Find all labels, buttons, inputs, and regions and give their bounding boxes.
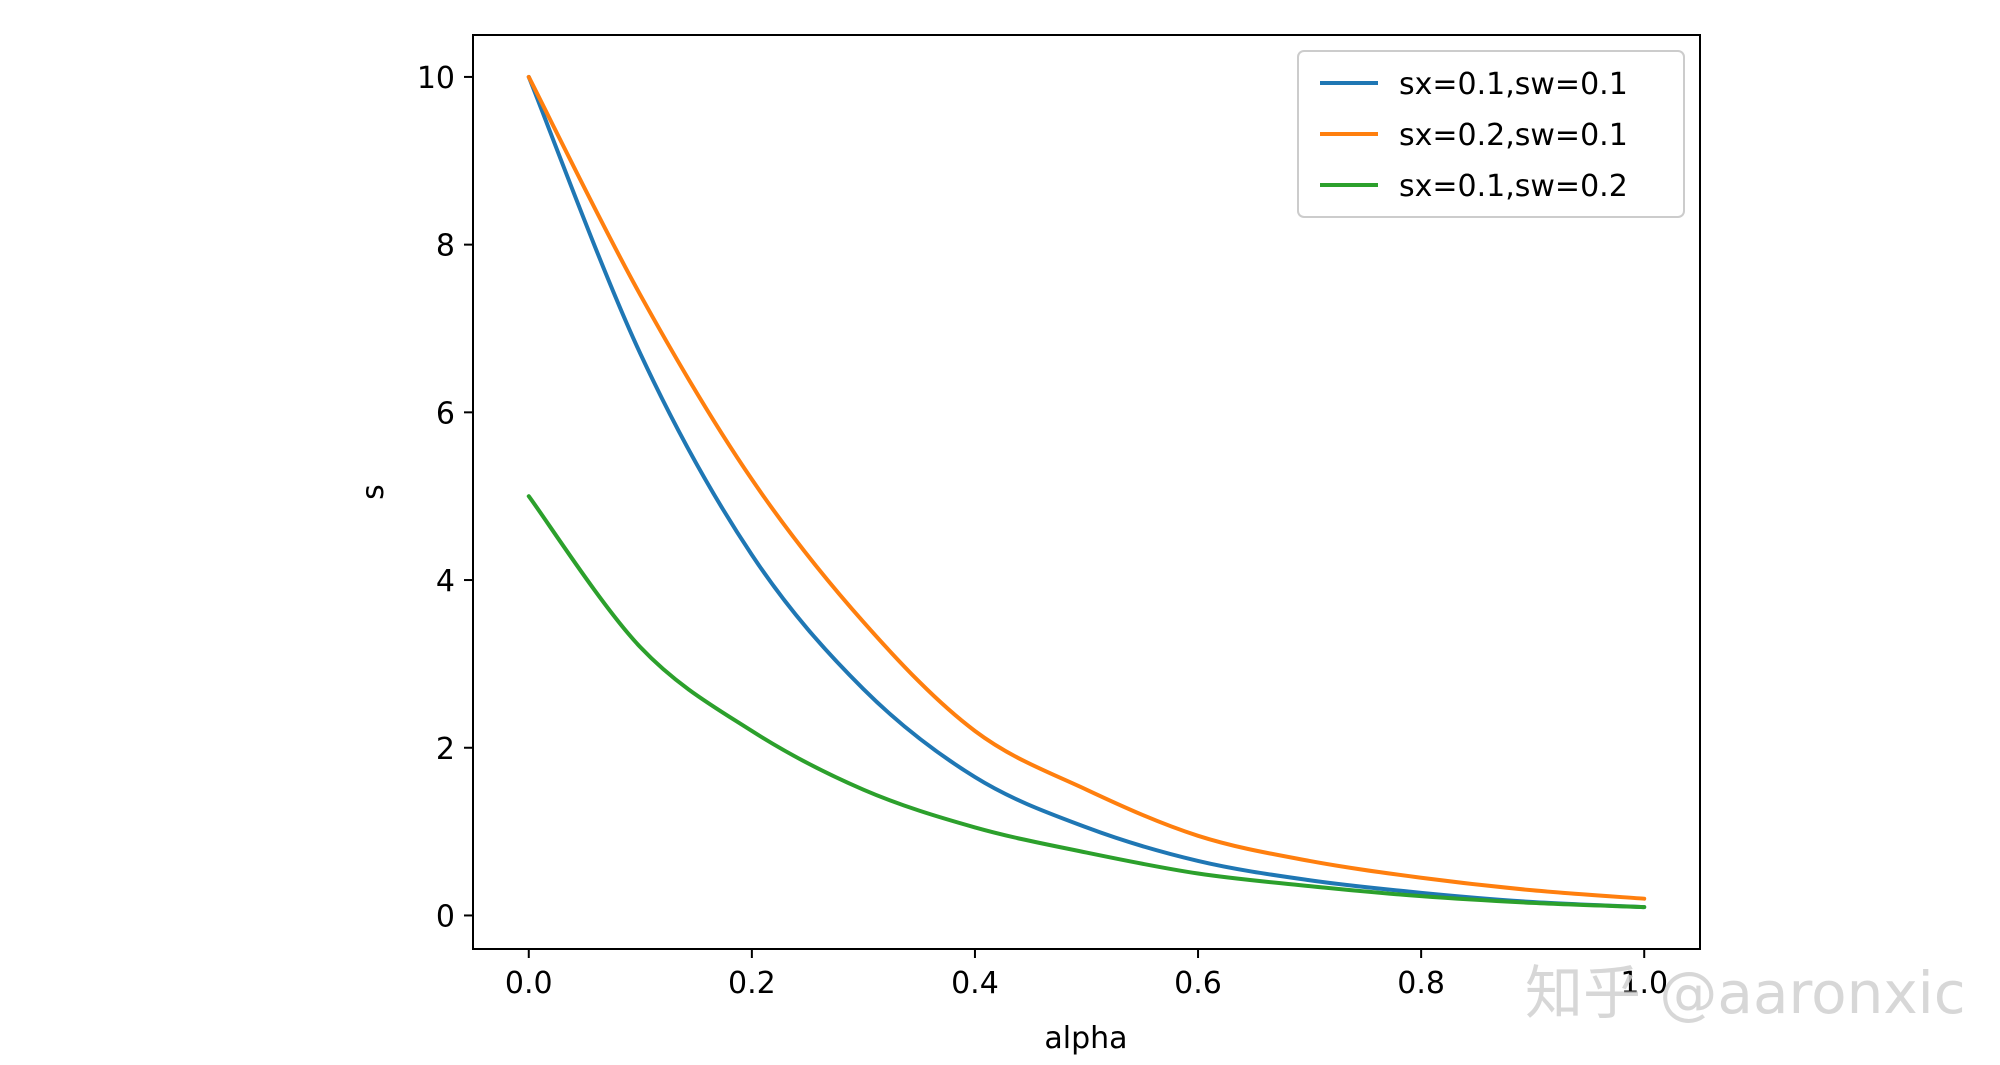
y-tick-label: 4	[436, 564, 455, 599]
x-axis-ticks: 0.0 0.2 0.4 0.6 0.8 1.0	[505, 949, 1668, 1001]
watermark-text: 知乎 @aaronxic	[1525, 959, 1966, 1027]
x-tick-label: 0.0	[505, 966, 553, 1001]
legend-box	[1297, 50, 1685, 218]
series-line-1	[526, 74, 1647, 910]
y-tick-label: 10	[417, 61, 455, 96]
legend-label: sx=0.1,sw=0.1	[1399, 67, 1628, 102]
y-tick-label: 8	[436, 229, 455, 264]
legend-label: sx=0.2,sw=0.1	[1399, 118, 1628, 153]
y-tick-label: 6	[436, 396, 455, 431]
series-layer	[526, 74, 1647, 910]
x-axis-label: alpha	[1044, 1021, 1127, 1056]
series-line-3	[526, 494, 1647, 910]
y-axis-ticks: 0 2 4 6 8 10	[417, 61, 473, 934]
y-axis-label: s	[356, 484, 391, 500]
legend-label: sx=0.1,sw=0.2	[1399, 169, 1628, 204]
x-tick-label: 0.2	[728, 966, 776, 1001]
y-tick-label: 2	[436, 732, 455, 767]
legend: sx=0.1,sw=0.1 sx=0.2,sw=0.1 sx=0.1,sw=0.2	[1297, 50, 1685, 218]
x-tick-label: 0.6	[1174, 966, 1222, 1001]
x-tick-label: 0.8	[1397, 966, 1445, 1001]
y-tick-label: 0	[436, 899, 455, 934]
x-tick-label: 1.0	[1620, 966, 1668, 1001]
x-tick-label: 0.4	[951, 966, 999, 1001]
series-line-2	[526, 74, 1647, 901]
